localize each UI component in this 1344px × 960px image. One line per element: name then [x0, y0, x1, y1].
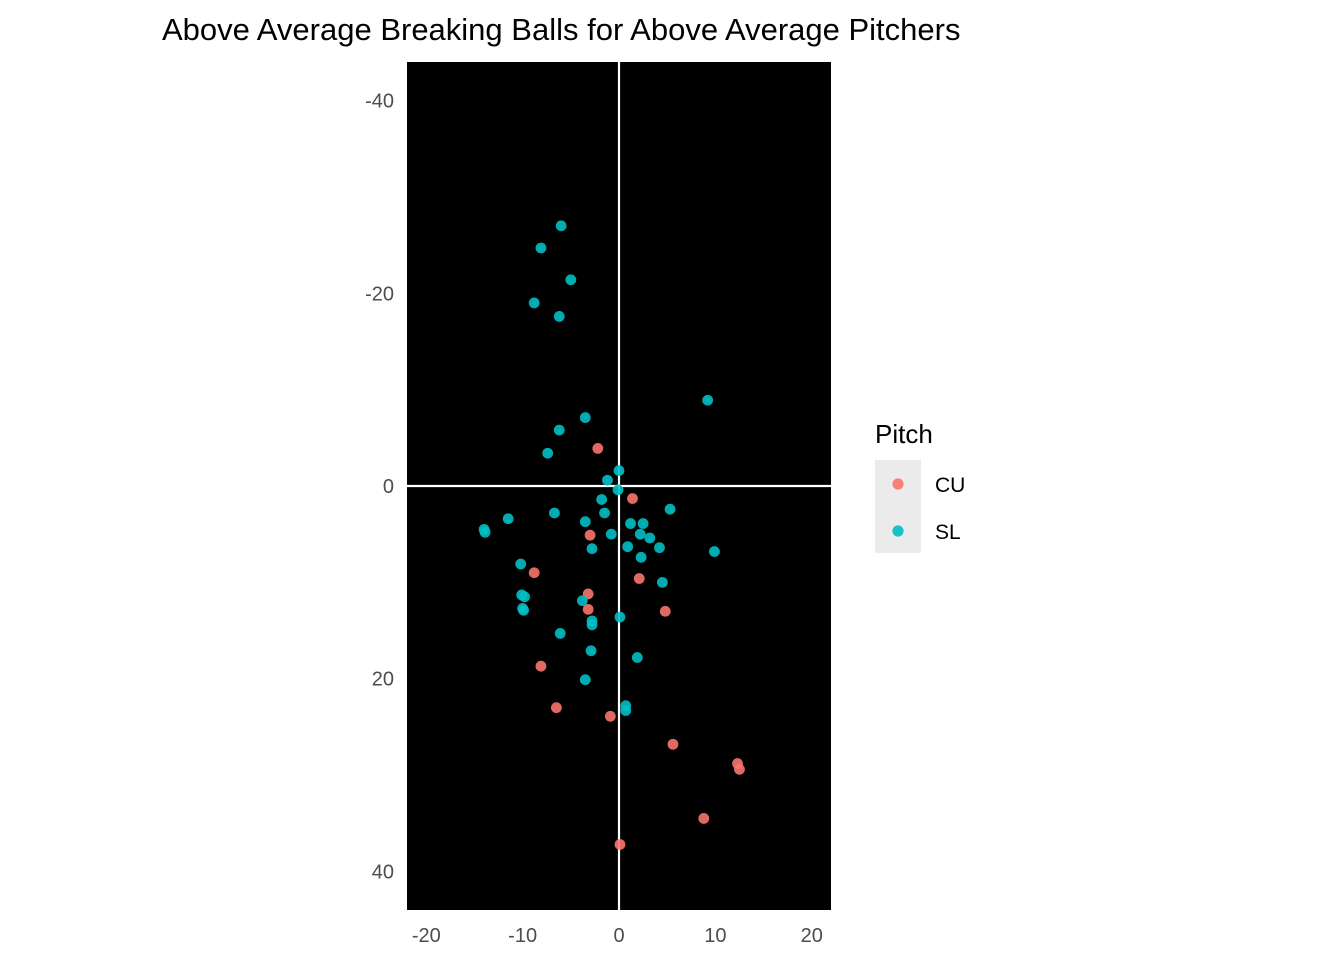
legend-key-sl — [892, 525, 904, 537]
data-point-sl — [605, 528, 617, 540]
data-point-sl — [637, 518, 649, 529]
data-point-sl — [586, 619, 598, 631]
data-point-cu — [535, 660, 547, 672]
x-axis-tick-labels: -20 -10 0 10 20 — [412, 925, 823, 947]
data-point-sl — [614, 611, 626, 623]
data-point-cu — [550, 702, 562, 714]
data-point-sl — [709, 546, 720, 557]
data-point-sl — [549, 507, 560, 519]
data-point-cu — [604, 710, 616, 722]
y-tick-label: 0 — [383, 476, 394, 498]
data-point-sl — [664, 503, 676, 515]
data-point-sl — [579, 516, 591, 528]
data-point-cu — [528, 567, 540, 579]
data-point-sl — [612, 484, 624, 496]
data-point-sl — [586, 543, 598, 555]
data-point-sl — [518, 604, 529, 616]
data-points — [478, 220, 745, 850]
data-point-cu — [734, 763, 745, 775]
data-point-sl — [554, 628, 566, 639]
x-tick-label: -20 — [412, 925, 441, 947]
data-point-sl — [599, 507, 610, 519]
data-point-cu — [614, 839, 626, 850]
data-point-sl — [613, 465, 625, 476]
data-point-sl — [654, 542, 665, 554]
x-tick-label: 20 — [801, 925, 823, 947]
x-tick-label: -10 — [508, 925, 537, 947]
data-point-sl — [635, 551, 647, 563]
data-point-sl — [579, 412, 591, 423]
legend-label-sl: SL — [935, 521, 961, 544]
data-point-cu — [698, 813, 710, 824]
legend-key-cu — [892, 478, 904, 490]
data-point-sl — [702, 394, 714, 406]
data-point-sl — [519, 591, 530, 603]
y-tick-label: 40 — [372, 861, 394, 883]
y-tick-label: -20 — [365, 283, 394, 305]
data-point-sl — [555, 220, 567, 232]
data-point-sl — [565, 274, 577, 286]
data-point-cu — [584, 529, 596, 541]
data-point-sl — [620, 705, 632, 716]
data-point-sl — [535, 242, 547, 254]
data-point-sl — [634, 528, 646, 540]
data-point-sl — [625, 518, 636, 529]
data-point-sl — [585, 645, 597, 657]
data-point-cu — [582, 603, 594, 615]
legend-title: Pitch — [875, 419, 933, 449]
data-point-sl — [542, 447, 554, 459]
data-point-sl — [622, 541, 634, 553]
data-point-sl — [656, 576, 668, 588]
data-point-sl — [528, 297, 540, 309]
legend: Pitch CU SL — [875, 419, 965, 553]
data-point-cu — [667, 738, 679, 750]
data-point-cu — [592, 443, 604, 454]
x-tick-label: 0 — [613, 925, 624, 947]
data-point-sl — [502, 513, 514, 525]
data-point-cu — [633, 573, 645, 584]
data-point-sl — [553, 311, 565, 322]
data-point-sl — [596, 494, 608, 505]
data-point-sl — [579, 674, 591, 686]
y-tick-label: -40 — [365, 91, 394, 113]
y-tick-label: 20 — [372, 669, 394, 691]
data-point-sl — [644, 532, 656, 544]
legend-label-cu: CU — [935, 474, 965, 497]
data-point-sl — [576, 595, 588, 607]
data-point-cu — [659, 605, 671, 617]
data-point-sl — [515, 558, 527, 570]
data-point-sl — [631, 652, 643, 663]
data-point-sl — [553, 424, 565, 436]
data-point-sl — [479, 526, 491, 538]
data-point-sl — [602, 474, 613, 486]
data-point-cu — [627, 493, 638, 504]
chart-title: Above Average Breaking Balls for Above A… — [162, 12, 960, 47]
legend-key-background — [875, 460, 921, 553]
y-axis-tick-labels: -40 -20 0 20 40 — [365, 91, 394, 884]
x-tick-label: 10 — [704, 925, 726, 947]
